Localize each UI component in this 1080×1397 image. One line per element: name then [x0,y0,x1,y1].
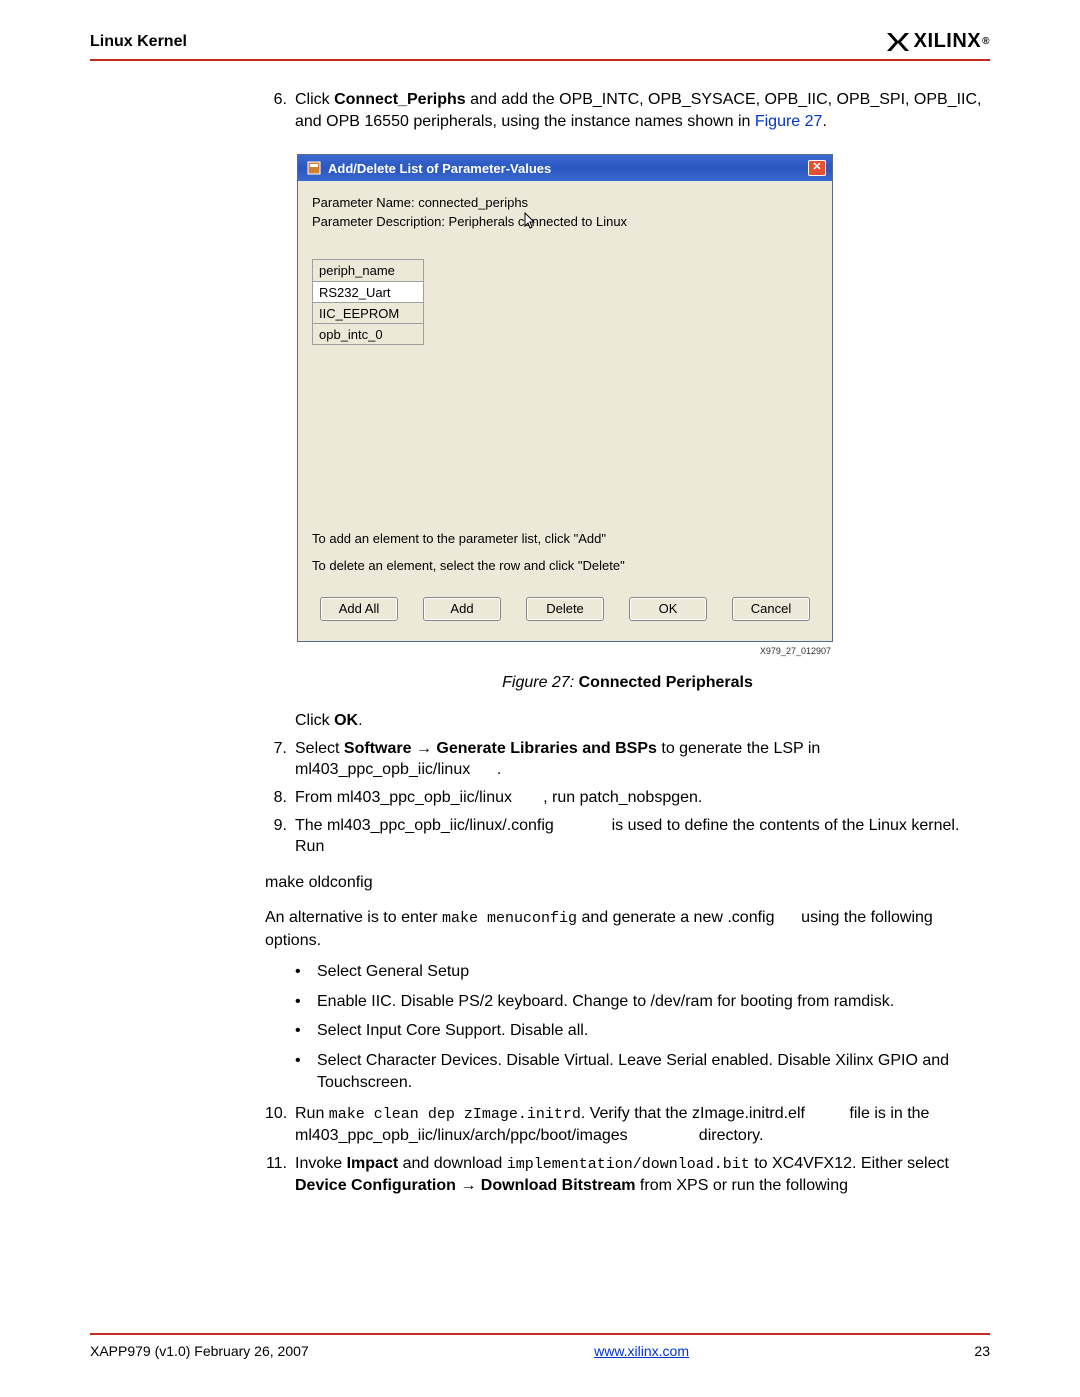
param-desc-line: Parameter Description: Peripherals conne… [312,214,818,229]
table-row[interactable]: opb_intc_0 [313,324,424,345]
figure-id: X979_27_012907 [297,646,833,656]
step-7: 7. Select Software → Generate Libraries … [265,738,990,781]
app-icon [306,160,322,176]
step-num: 11. [265,1153,295,1197]
step-8: 8. From ml403_ppc_opb_iic/linux , run pa… [265,787,990,809]
cursor-icon [524,212,538,233]
step-body: Invoke Impact and download implementatio… [295,1153,990,1197]
hint-add: To add an element to the parameter list,… [312,531,818,546]
bullet-icon: • [295,1020,317,1042]
page-footer: XAPP979 (v1.0) February 26, 2007 www.xil… [90,1333,990,1359]
bullet-item: •Select Character Devices. Disable Virtu… [295,1050,990,1093]
make-oldconfig: make oldconfig [265,872,990,894]
click-ok-line: Click OK. [295,710,990,732]
figure-caption: Figure 27: Connected Peripherals [265,674,990,692]
ok-button[interactable]: OK [629,597,707,621]
bullet-icon: • [295,991,317,1013]
param-table: periph_name RS232_Uart IIC_EEPROM opb_in… [312,259,424,345]
step-10: 10. Run make clean dep zImage.initrd. Ve… [265,1103,990,1147]
step-body: Run make clean dep zImage.initrd. Verify… [295,1103,990,1147]
step-9: 9. The ml403_ppc_opb_iic/linux/.config i… [265,815,990,858]
bullet-item: •Select General Setup [295,961,990,983]
bullet-item: •Select Input Core Support. Disable all. [295,1020,990,1042]
step-6: 6. Click Connect_Periphs and add the OPB… [265,89,990,132]
main-content: 6. Click Connect_Periphs and add the OPB… [90,89,990,1197]
bullet-item: •Enable IIC. Disable PS/2 keyboard. Chan… [295,991,990,1013]
logo-text: XILINX [914,30,981,53]
step-num: 6. [265,89,295,132]
step-body: Select Software → Generate Libraries and… [295,738,990,781]
step-num: 9. [265,815,295,858]
step-body: From ml403_ppc_opb_iic/linux , run patch… [295,787,990,809]
footer-left: XAPP979 (v1.0) February 26, 2007 [90,1343,309,1359]
close-icon[interactable]: ✕ [808,160,826,176]
dialog-body: Parameter Name: connected_periphs Parame… [298,181,832,641]
footer-page: 23 [974,1343,990,1359]
param-name-line: Parameter Name: connected_periphs [312,195,818,210]
dialog-title: Add/Delete List of Parameter-Values [328,161,808,176]
button-row: Add All Add Delete OK Cancel [312,577,818,631]
step-num: 10. [265,1103,295,1147]
alt-para: An alternative is to enter make menuconf… [265,907,990,951]
step-11: 11. Invoke Impact and download implement… [265,1153,990,1197]
table-row[interactable]: IIC_EEPROM [313,303,424,324]
step-num: 8. [265,787,295,809]
step-num: 7. [265,738,295,781]
figure-link[interactable]: Figure 27 [755,113,823,130]
add-all-button[interactable]: Add All [320,597,398,621]
cancel-button[interactable]: Cancel [732,597,810,621]
step-body: Click Connect_Periphs and add the OPB_IN… [295,89,990,132]
add-button[interactable]: Add [423,597,501,621]
bullet-list: •Select General Setup •Enable IIC. Disab… [295,961,990,1093]
dialog-screenshot: Add/Delete List of Parameter-Values ✕ Pa… [297,154,833,656]
page-header: Linux Kernel XILINX ® [90,30,990,61]
logo-mark-icon [886,32,910,52]
hint-delete: To delete an element, select the row and… [312,558,818,573]
xilinx-logo: XILINX ® [886,30,990,53]
bullet-icon: • [295,1050,317,1093]
logo-r: ® [982,36,990,47]
footer-link[interactable]: www.xilinx.com [594,1343,689,1359]
table-row[interactable]: RS232_Uart [313,282,424,303]
section-title: Linux Kernel [90,33,187,51]
step-body: The ml403_ppc_opb_iic/linux/.config is u… [295,815,990,858]
bullet-icon: • [295,961,317,983]
param-table-wrap: periph_name RS232_Uart IIC_EEPROM opb_in… [312,259,818,519]
table-header: periph_name [313,260,424,282]
dialog-window: Add/Delete List of Parameter-Values ✕ Pa… [297,154,833,642]
titlebar: Add/Delete List of Parameter-Values ✕ [298,155,832,181]
delete-button[interactable]: Delete [526,597,604,621]
